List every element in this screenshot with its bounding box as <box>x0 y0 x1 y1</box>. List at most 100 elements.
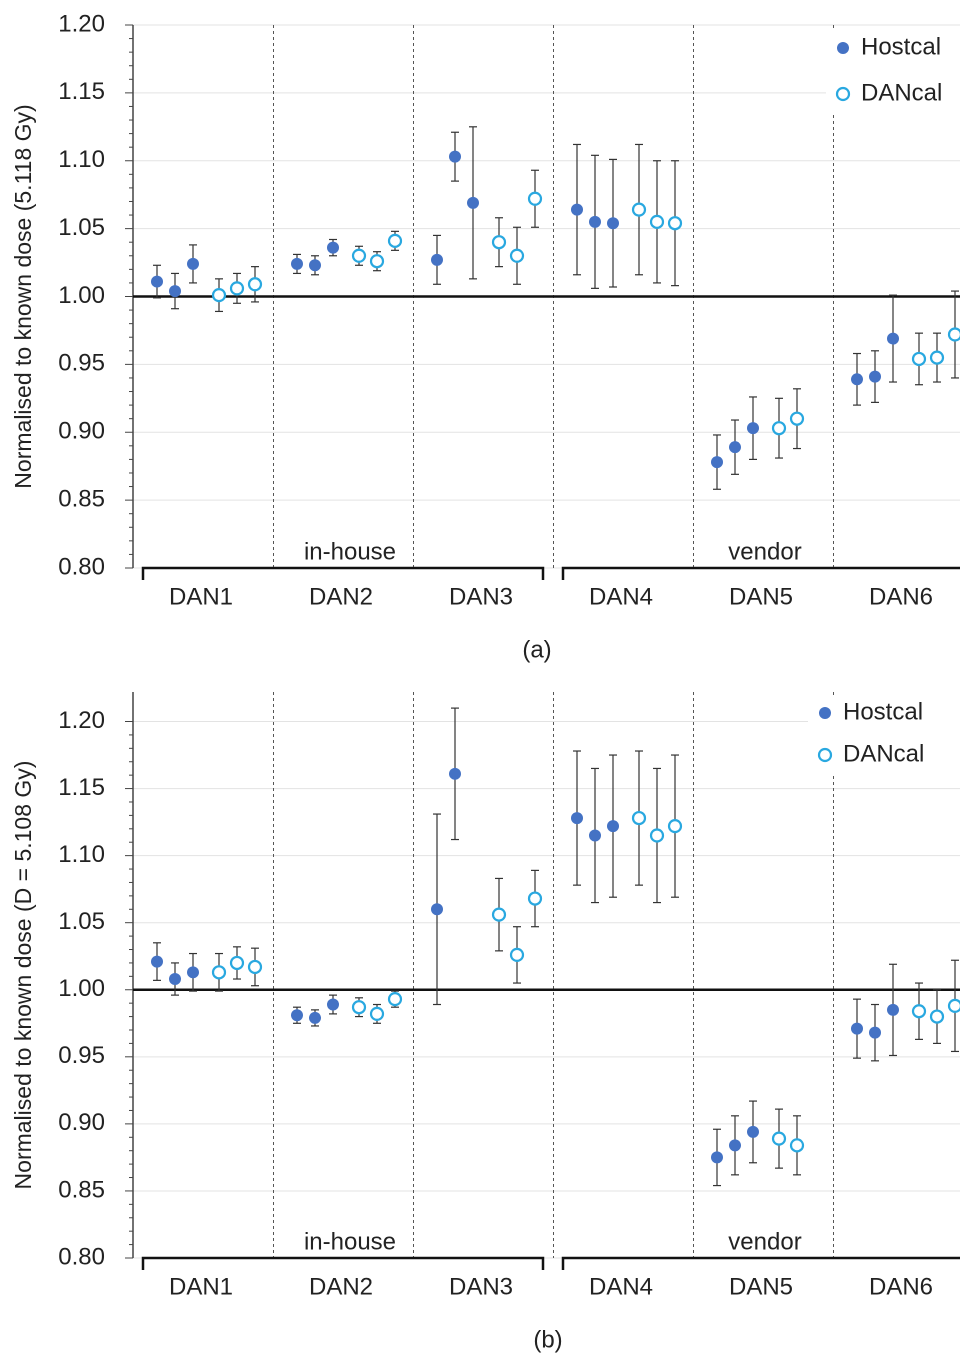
y-tick-label: 1.05 <box>58 908 105 935</box>
data-point <box>649 214 665 229</box>
legend-bg <box>826 30 960 115</box>
group-bracket <box>141 1256 545 1270</box>
group-label-bg <box>283 538 403 564</box>
group-label: in-house <box>304 538 396 565</box>
y-tick-label: 0.85 <box>58 1176 105 1203</box>
data-point <box>527 891 543 906</box>
data-point <box>431 903 443 916</box>
legend-marker <box>819 707 831 719</box>
data-point <box>887 332 899 345</box>
y-tick-label: 0.85 <box>58 485 105 512</box>
data-point <box>729 1139 741 1152</box>
x-tick-label: DAN5 <box>729 1273 793 1300</box>
data-point <box>589 215 601 228</box>
data-point <box>351 248 367 263</box>
data-point <box>929 1009 945 1024</box>
data-point <box>509 947 525 962</box>
panel-caption: (b) <box>533 1326 562 1353</box>
data-point <box>747 1125 759 1138</box>
data-point <box>431 253 443 266</box>
data-point <box>729 441 741 454</box>
y-tick-label: 1.00 <box>58 282 105 309</box>
data-point <box>851 1022 863 1035</box>
group-bracket <box>561 566 960 580</box>
legend-bg <box>808 695 960 775</box>
data-point <box>667 819 683 834</box>
data-point <box>309 1011 321 1024</box>
y-tick-label: 0.90 <box>58 1109 105 1136</box>
group-bracket <box>141 566 545 580</box>
data-point <box>509 248 525 263</box>
data-point <box>631 202 647 217</box>
data-point <box>711 1151 723 1164</box>
data-point <box>789 1138 805 1153</box>
legend-label: Hostcal <box>843 698 923 725</box>
y-tick-label: 1.10 <box>58 841 105 868</box>
data-point <box>229 281 245 296</box>
group-label-bg <box>283 1228 403 1254</box>
data-point <box>789 411 805 426</box>
data-point <box>211 965 227 980</box>
data-point <box>309 259 321 272</box>
data-point <box>327 998 339 1011</box>
legend-marker <box>837 42 849 54</box>
data-point <box>467 196 479 209</box>
data-point <box>851 373 863 386</box>
data-point <box>327 241 339 254</box>
data-point <box>631 810 647 826</box>
data-point <box>711 456 723 469</box>
group-label: vendor <box>728 538 801 565</box>
data-point <box>169 973 181 986</box>
y-tick-label: 1.00 <box>58 975 105 1002</box>
x-tick-label: DAN2 <box>309 1273 373 1300</box>
data-point <box>449 767 461 780</box>
data-point <box>667 216 683 231</box>
data-point <box>187 966 199 979</box>
data-point <box>571 812 583 825</box>
y-tick-label: 0.95 <box>58 1042 105 1069</box>
group-label: in-house <box>304 1228 396 1255</box>
y-tick-label: 1.05 <box>58 214 105 241</box>
x-tick-label: DAN4 <box>589 1273 653 1300</box>
data-point <box>291 1009 303 1022</box>
y-tick-label: 0.95 <box>58 350 105 377</box>
data-point <box>247 277 263 292</box>
data-point <box>911 1004 927 1019</box>
x-tick-label: DAN3 <box>449 1273 513 1300</box>
data-point <box>887 1003 899 1016</box>
group-label-bg <box>701 1228 822 1254</box>
data-point <box>369 254 385 269</box>
x-tick-label: DAN6 <box>869 1273 933 1300</box>
data-point <box>491 907 507 922</box>
data-point <box>607 217 619 230</box>
data-point <box>771 1131 787 1146</box>
data-point <box>589 829 601 842</box>
panel-caption: (a) <box>522 636 551 663</box>
data-point <box>929 350 945 365</box>
data-point <box>151 275 163 288</box>
data-point <box>449 150 461 163</box>
y-tick-label: 0.90 <box>58 418 105 445</box>
data-point <box>571 203 583 216</box>
y-tick-label: 0.80 <box>58 553 105 580</box>
data-point <box>747 422 759 435</box>
data-point <box>947 327 960 342</box>
data-point <box>151 955 163 968</box>
x-tick-label: DAN1 <box>169 1273 233 1300</box>
data-point <box>649 828 665 843</box>
x-tick-label: DAN4 <box>589 583 653 610</box>
y-tick-label: 0.80 <box>58 1243 105 1270</box>
legend-marker <box>817 747 833 763</box>
data-point <box>169 285 181 298</box>
data-point <box>947 998 960 1013</box>
y-axis-title: Normalised to known dose (5.118 Gy) <box>10 104 36 488</box>
data-point <box>211 288 227 303</box>
data-point <box>351 1000 367 1015</box>
y-tick-label: 1.20 <box>58 707 105 734</box>
y-tick-label: 1.20 <box>58 10 105 37</box>
data-point <box>869 370 881 383</box>
x-tick-label: DAN5 <box>729 583 793 610</box>
y-tick-label: 1.15 <box>58 774 105 801</box>
